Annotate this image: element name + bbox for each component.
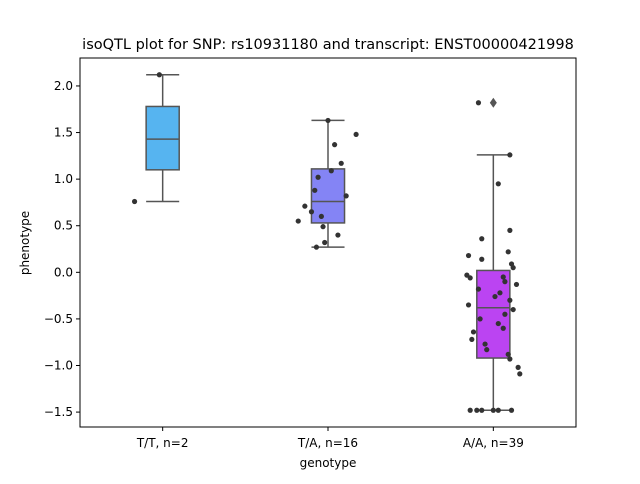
data-point <box>497 290 503 296</box>
data-point <box>510 306 516 313</box>
data-point <box>508 407 515 413</box>
data-point <box>500 274 506 280</box>
data-point <box>495 181 501 187</box>
data-point <box>308 209 315 215</box>
data-point <box>475 100 482 106</box>
data-point <box>513 281 520 288</box>
x-axis-label: genotype <box>300 456 357 470</box>
data-point <box>313 244 320 250</box>
data-point <box>495 320 501 327</box>
x-tick-label: T/A, n=16 <box>297 436 358 450</box>
data-point <box>502 311 508 317</box>
data-point <box>335 232 341 238</box>
chart-title: isoQTL plot for SNP: rs10931180 and tran… <box>82 37 574 53</box>
y-axis-label: phenotype <box>18 211 32 275</box>
data-point <box>302 203 308 209</box>
data-point <box>477 316 483 322</box>
data-point <box>295 218 301 224</box>
data-point <box>479 236 485 242</box>
data-point <box>467 407 473 413</box>
data-point <box>484 347 490 353</box>
y-tick-label: −0.5 <box>44 312 73 326</box>
data-point <box>479 256 485 262</box>
data-point <box>474 407 480 413</box>
data-point <box>320 224 326 230</box>
y-tick-label: 1.5 <box>54 126 73 140</box>
data-point <box>500 325 506 331</box>
data-point <box>510 265 516 271</box>
data-point <box>507 152 513 158</box>
data-point <box>328 168 334 174</box>
data-point <box>131 198 138 205</box>
box-iqr <box>145 105 180 171</box>
data-point <box>492 293 498 300</box>
data-point <box>495 407 501 413</box>
data-point <box>332 142 338 148</box>
x-tick-label: T/T, n=2 <box>136 436 189 450</box>
data-point <box>470 329 477 335</box>
data-point <box>505 351 511 357</box>
data-point <box>325 117 331 124</box>
data-point <box>353 131 359 138</box>
plot-area: −1.5 −1.0 −0.5 0.0 0.5 1.0 1.5 2.0 T/T, n=2 T/A, … <box>44 72 524 450</box>
y-tick-label: 0.5 <box>54 219 73 233</box>
data-point <box>505 249 511 255</box>
data-point <box>469 336 475 343</box>
data-point <box>322 239 328 246</box>
data-point <box>507 227 513 233</box>
data-point <box>517 371 523 377</box>
data-point <box>465 252 472 259</box>
data-point <box>475 286 482 292</box>
y-tick-label: 2.0 <box>54 79 73 93</box>
data-point <box>507 356 513 362</box>
data-point <box>482 341 488 347</box>
data-point <box>507 297 513 303</box>
y-tick-label: −1.5 <box>44 405 73 419</box>
data-point <box>490 407 496 413</box>
data-point <box>318 213 324 220</box>
y-tick-label: 1.0 <box>54 172 73 186</box>
data-point <box>502 279 508 285</box>
data-point <box>312 187 318 193</box>
data-point <box>343 193 349 199</box>
data-point <box>156 72 162 78</box>
data-point <box>467 275 473 281</box>
axes-frame <box>79 57 577 428</box>
outlier-marker <box>489 97 497 108</box>
data-point <box>315 174 321 180</box>
data-point <box>479 407 485 413</box>
data-point <box>465 302 472 308</box>
data-point <box>515 364 521 370</box>
x-tick-label: A/A, n=39 <box>463 436 524 450</box>
data-point <box>338 160 344 166</box>
y-tick-label: 0.0 <box>54 265 73 279</box>
y-tick-label: −1.0 <box>44 359 73 373</box>
